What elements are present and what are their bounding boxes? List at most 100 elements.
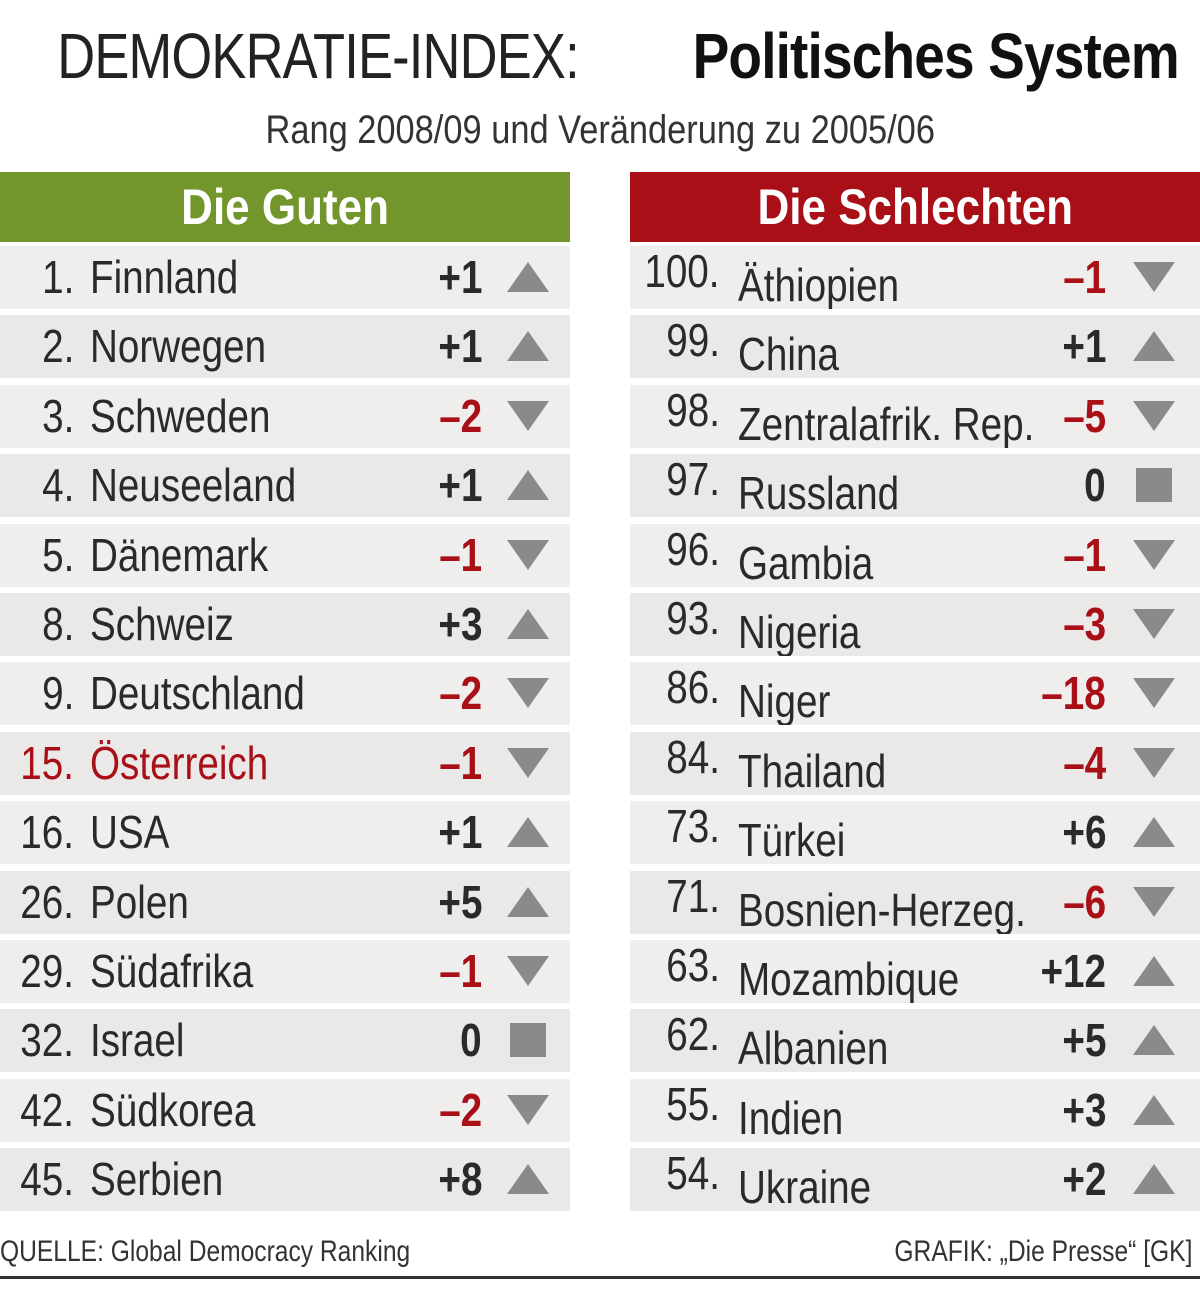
change-cell: +1 — [430, 315, 482, 378]
triangle-up-icon-shape — [1133, 1025, 1175, 1056]
change-cell-text: +12 — [1040, 944, 1106, 997]
change-cell-text: 0 — [460, 1014, 482, 1067]
country-cell: Norwegen — [90, 315, 300, 378]
rank-cell-text: 63. — [666, 939, 720, 991]
change-cell-text: 0 — [1084, 459, 1106, 512]
rank-cell-text: 62. — [666, 1009, 720, 1061]
triangle-up-icon — [506, 246, 550, 309]
rank-cell: 2. — [36, 315, 74, 378]
table-row: 71. Bosnien-Herzeg. –6 — [630, 870, 1200, 934]
rank-cell-text: 54. — [666, 1148, 720, 1200]
change-cell: –18 — [1029, 662, 1106, 725]
country-cell-text: China — [738, 328, 839, 379]
rank-cell: 93. — [656, 593, 720, 650]
rank-cell-text: 84. — [666, 731, 720, 783]
table-row: 2. Norwegen +1 — [0, 315, 570, 379]
triangle-up-icon-shape — [507, 470, 549, 501]
bottom-rule — [0, 1276, 1200, 1279]
country-cell-text: Bosnien-Herzeg. — [738, 883, 1026, 934]
good-table-header-label: Die Guten — [181, 179, 389, 235]
rank-cell-text: 86. — [666, 662, 720, 714]
rank-cell-text: 45. — [20, 1153, 74, 1206]
change-cell-text: +5 — [1061, 1014, 1106, 1067]
rank-cell-text: 1. — [41, 251, 74, 303]
change-cell-text: –1 — [439, 528, 482, 581]
table-row: 9. Deutschland –2 — [0, 662, 570, 726]
change-cell-text: +3 — [437, 597, 482, 650]
triangle-down-icon — [1132, 385, 1176, 448]
table-row: 84. Thailand –4 — [630, 731, 1200, 795]
rank-cell: 8. — [36, 593, 74, 656]
rank-cell-text: 32. — [20, 1014, 74, 1067]
country-cell-text: Nigeria — [738, 605, 861, 656]
triangle-down-icon — [506, 524, 550, 587]
rank-cell-text: 15. — [20, 736, 74, 789]
triangle-down-icon-shape — [1133, 539, 1175, 570]
triangle-up-icon-shape — [1133, 1094, 1175, 1125]
change-cell: +12 — [1028, 940, 1106, 1003]
rank-cell-text: 26. — [20, 875, 74, 928]
table-row: 97. Russland 0 — [630, 454, 1200, 518]
change-cell-text: +6 — [1061, 806, 1106, 859]
change-cell-text: –6 — [1063, 875, 1106, 928]
country-cell: USA — [90, 801, 185, 864]
rank-cell-text: 99. — [666, 315, 720, 367]
rank-cell: 62. — [656, 1009, 720, 1066]
triangle-down-icon-shape — [507, 539, 549, 570]
source-note: QUELLE: Global Democracy Ranking — [0, 1232, 500, 1272]
table-row: 73. Türkei +6 — [630, 801, 1200, 865]
rank-cell: 71. — [656, 871, 720, 928]
triangle-down-icon-shape — [1133, 886, 1175, 917]
triangle-down-icon-shape — [1133, 678, 1175, 709]
rank-cell: 63. — [656, 940, 720, 997]
change-cell: –5 — [1055, 385, 1106, 448]
triangle-up-icon — [1132, 1079, 1176, 1142]
rank-cell: 45. — [10, 1148, 74, 1211]
rank-cell: 5. — [36, 524, 74, 587]
country-cell-text: Albanien — [738, 1022, 889, 1073]
country-cell-text: Mozambique — [738, 952, 960, 1003]
rank-cell-text: 93. — [666, 592, 720, 644]
change-cell-text: +1 — [437, 459, 482, 512]
triangle-down-icon-shape — [1133, 608, 1175, 639]
country-cell-text: Ukraine — [738, 1161, 872, 1212]
table-row: 26. Polen +5 — [0, 870, 570, 934]
triangle-down-icon — [506, 732, 550, 795]
triangle-down-icon-shape — [507, 747, 549, 778]
triangle-up-icon-shape — [1133, 331, 1175, 362]
change-cell: +5 — [430, 871, 482, 934]
change-cell-text: +1 — [437, 320, 482, 373]
change-cell: +2 — [1054, 1148, 1106, 1211]
change-cell: +3 — [430, 593, 482, 656]
country-cell-text: Deutschland — [90, 667, 305, 720]
rank-cell: 3. — [36, 385, 74, 448]
change-cell: –6 — [1055, 871, 1106, 934]
country-cell: Nigeria — [738, 601, 884, 656]
change-cell: –2 — [431, 662, 482, 725]
bad-table: Die Schlechten 100. Äthiopien –1 99. China +1… — [630, 172, 1200, 1217]
title-light: DEMOKRATIE-INDEX: — [57, 20, 579, 92]
change-cell-text: +5 — [437, 875, 482, 928]
country-cell: Russland — [738, 462, 930, 517]
country-cell-text: Türkei — [738, 814, 846, 865]
country-cell: Bosnien-Herzeg. — [738, 879, 1081, 934]
triangle-up-icon — [1132, 1148, 1176, 1211]
rank-cell: 100. — [630, 246, 720, 303]
rank-cell: 54. — [656, 1148, 720, 1205]
triangle-down-icon — [1132, 593, 1176, 656]
table-row: 45. Serbien +8 — [0, 1148, 570, 1212]
triangle-down-icon-shape — [507, 1094, 549, 1125]
rank-cell-text: 42. — [20, 1083, 74, 1136]
subtitle-text: Rang 2008/09 und Veränderung zu 2005/06 — [265, 108, 935, 152]
triangle-down-icon — [506, 940, 550, 1003]
country-cell: Ukraine — [738, 1156, 897, 1211]
rank-cell: 73. — [656, 801, 720, 858]
country-cell-text: Neuseeland — [90, 459, 297, 512]
country-cell-text: Schweden — [90, 389, 271, 442]
table-row: 15. Österreich –1 — [0, 731, 570, 795]
triangle-up-icon — [506, 454, 550, 517]
country-cell: Türkei — [738, 809, 866, 864]
change-cell-text: –1 — [439, 736, 482, 789]
triangle-up-icon — [506, 801, 550, 864]
country-cell: Schweiz — [90, 593, 261, 656]
